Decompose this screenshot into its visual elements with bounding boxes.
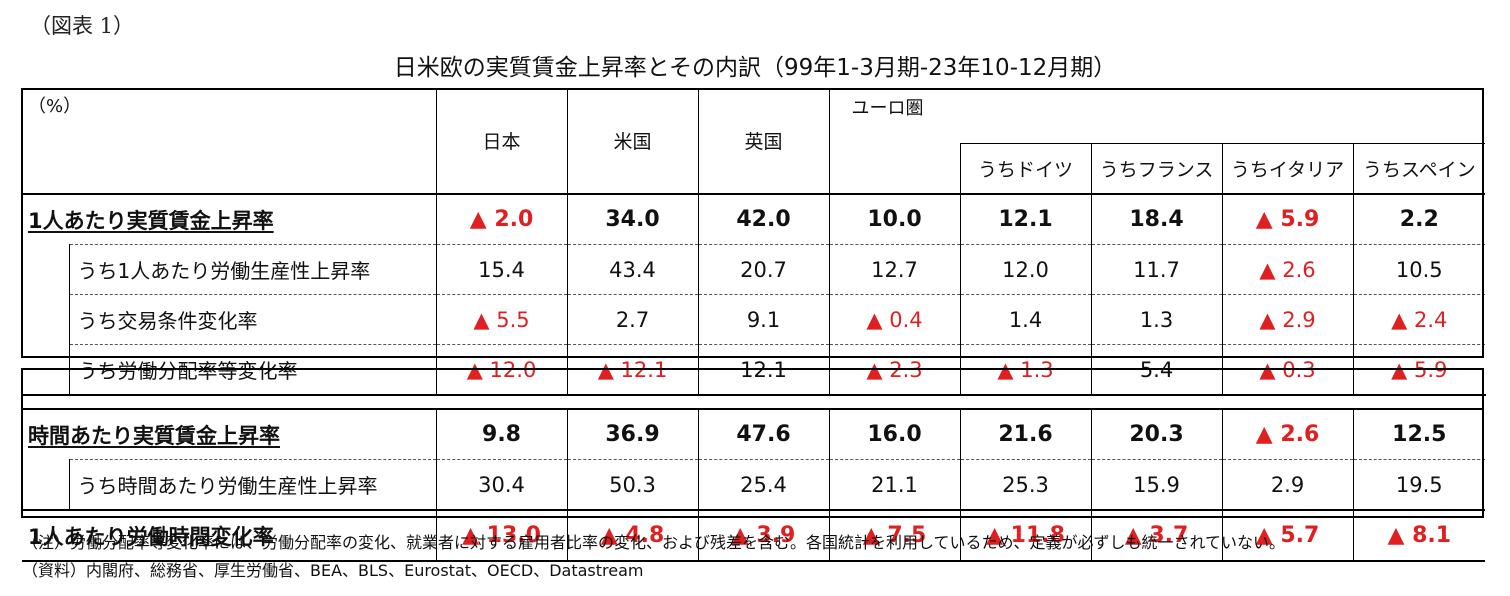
header-row-1: （%） 日本 米国 英国 ユーロ圏	[22, 88, 1486, 195]
cell-value: 1.3	[1090, 294, 1223, 345]
row-label: うち時間あたり労働生産性上昇率	[68, 459, 437, 511]
cell-value: 42.0	[697, 194, 830, 245]
note-text: （注）労働分配率等変化率には、労働分配率の変化、就業者に対する雇用者比率の変化、…	[22, 533, 1286, 552]
cell-value: 12.5	[1352, 408, 1486, 460]
cell-value: 10.0	[828, 194, 961, 245]
col-header-euro: ユーロ圏	[828, 88, 1486, 144]
cell-value: 15.4	[435, 244, 568, 295]
cell-value: ▲ 3.9	[697, 510, 830, 562]
cell-value: ▲ 5.9	[1221, 194, 1354, 245]
indent-cell	[22, 295, 69, 345]
cell-value: 19.5	[1352, 459, 1486, 511]
cell-value: 21.1	[828, 459, 961, 511]
row-label: うち交易条件変化率	[68, 294, 437, 345]
cell-value: 12.1	[959, 194, 1092, 245]
cell-value: 11.7	[1090, 244, 1223, 295]
table-row: うち1人あたり労働生産性上昇率 15.4 43.4 20.7 12.7 12.0…	[22, 244, 1486, 295]
cell-value: 20.3	[1090, 408, 1223, 460]
col-header-us: 米国	[566, 88, 699, 195]
col-header-uk: 英国	[697, 88, 830, 195]
cell-value: ▲ 2.6	[1221, 244, 1354, 295]
table-row: 1人あたり労働時間変化率 ▲ 13.0 ▲ 4.8 ▲ 3.9 ▲ 7.5 ▲ …	[22, 510, 1486, 562]
row-label: 1人あたり労働時間変化率	[22, 510, 437, 562]
cell-value: 2.7	[566, 294, 699, 345]
row-label: うち労働分配率等変化率	[68, 344, 437, 396]
cell-value: 30.4	[435, 459, 568, 511]
cell-value: ▲ 0.3	[1221, 344, 1354, 396]
cell-value: 1.4	[959, 294, 1092, 345]
cell-value: 9.8	[435, 408, 568, 460]
col-header-japan: 日本	[435, 88, 568, 195]
cell-value: 18.4	[1090, 194, 1223, 245]
cell-value: 2.9	[1221, 459, 1354, 511]
cell-value: ▲ 1.3	[959, 344, 1092, 396]
source-text: （資料）内閣府、総務省、厚生労働省、BEA、BLS、Eurostat、OECD、…	[22, 561, 644, 580]
cell-value: ▲ 5.7	[1221, 510, 1354, 562]
table-row: 時間あたり実質賃金上昇率 9.8 36.9 47.6 16.0 21.6 20.…	[22, 408, 1486, 460]
cell-value: ▲ 3.7	[1090, 510, 1223, 562]
unit-label: （%）	[22, 88, 437, 195]
cell-value: 5.4	[1090, 344, 1223, 396]
cell-value: ▲ 2.4	[1352, 294, 1486, 345]
cell-value: 2.2	[1352, 194, 1486, 245]
cell-value: ▲ 11.8	[959, 510, 1092, 562]
cell-value: 16.0	[828, 408, 961, 460]
cell-value: 25.4	[697, 459, 830, 511]
cell-value: ▲ 7.5	[828, 510, 961, 562]
table-row: うち交易条件変化率 ▲ 5.5 2.7 9.1 ▲ 0.4 1.4 1.3 ▲ …	[22, 294, 1486, 345]
col-header-spain: うちスペイン	[1352, 143, 1486, 195]
cell-value: 12.7	[828, 244, 961, 295]
cell-value: 34.0	[566, 194, 699, 245]
row-label: うち1人あたり労働生産性上昇率	[68, 244, 437, 295]
cell-value: 21.6	[959, 408, 1092, 460]
cell-value: ▲ 8.1	[1352, 510, 1486, 562]
row-label: 時間あたり実質賃金上昇率	[22, 408, 437, 460]
cell-value: 12.1	[697, 344, 830, 396]
table-row: 1人あたり実質賃金上昇率 ▲ 2.0 34.0 42.0 10.0 12.1 1…	[22, 194, 1486, 245]
cell-value: 43.4	[566, 244, 699, 295]
table-row: うち時間あたり労働生産性上昇率 30.4 50.3 25.4 21.1 25.3…	[22, 459, 1486, 511]
wage-table: （%） 日本 米国 英国 ユーロ圏 うちドイツ うちフランス うちイタリア うち…	[20, 88, 1487, 562]
cell-value: 20.7	[697, 244, 830, 295]
col-header-france: うちフランス	[1090, 143, 1223, 195]
cell-value: 15.9	[1090, 459, 1223, 511]
table-row: うち労働分配率等変化率 ▲ 12.0 ▲ 12.1 12.1 ▲ 2.3 ▲ 1…	[22, 344, 1486, 396]
cell-value: ▲ 12.0	[435, 344, 568, 396]
cell-value: ▲ 2.9	[1221, 294, 1354, 345]
indent-cell	[22, 344, 69, 396]
cell-value: 10.5	[1352, 244, 1486, 295]
col-header-germany: うちドイツ	[959, 143, 1092, 195]
table-title: 日米欧の実質賃金上昇率とその内訳（99年1-3月期-23年10-12月期）	[393, 55, 1117, 81]
cell-value: ▲ 13.0	[435, 510, 568, 562]
header-row-2: うちドイツ うちフランス うちイタリア うちスペイン	[22, 143, 1486, 195]
indent-cell	[22, 245, 69, 295]
gap-cell	[20, 395, 1487, 409]
indent-cell	[22, 459, 69, 511]
cell-value: 12.0	[959, 244, 1092, 295]
cell-value: ▲ 5.9	[1352, 344, 1486, 396]
cell-value: 47.6	[697, 408, 830, 460]
cell-value: ▲ 2.3	[828, 344, 961, 396]
cell-value: ▲ 5.5	[435, 294, 568, 345]
cell-value: 36.9	[566, 408, 699, 460]
cell-value: 9.1	[697, 294, 830, 345]
cell-value: 50.3	[566, 459, 699, 511]
col-header-italy: うちイタリア	[1221, 143, 1354, 195]
figure-label: （図表 1）	[30, 14, 135, 38]
row-label: 1人あたり実質賃金上昇率	[28, 208, 274, 233]
cell-value: 25.3	[959, 459, 1092, 511]
section-gap	[20, 395, 1487, 409]
cell-value: ▲ 2.6	[1221, 408, 1354, 460]
cell-value: ▲ 4.8	[566, 510, 699, 562]
cell-value: ▲ 2.0	[435, 194, 568, 245]
cell-value: ▲ 12.1	[566, 344, 699, 396]
euro-subcol-spacer	[828, 143, 961, 195]
cell-value: ▲ 0.4	[828, 294, 961, 345]
